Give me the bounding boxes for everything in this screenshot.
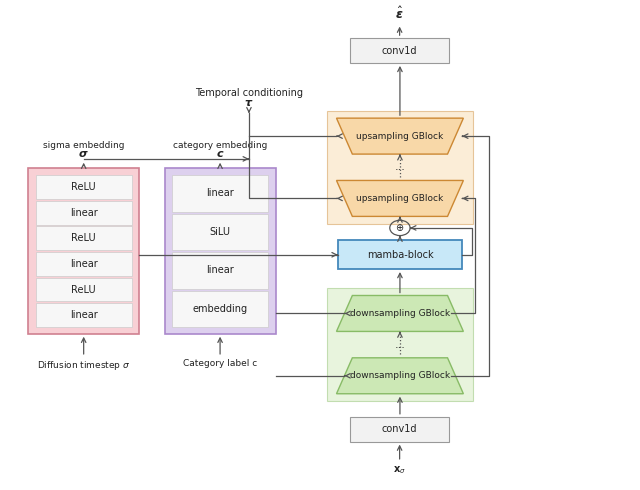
Text: upsampling GBlock: upsampling GBlock xyxy=(356,194,444,203)
Text: SiLU: SiLU xyxy=(209,227,230,237)
FancyBboxPatch shape xyxy=(28,169,139,334)
Text: ReLU: ReLU xyxy=(71,233,96,244)
FancyBboxPatch shape xyxy=(172,214,268,250)
Text: downsampling GBlock: downsampling GBlock xyxy=(350,371,450,380)
FancyBboxPatch shape xyxy=(36,278,132,301)
Text: downsampling GBlock: downsampling GBlock xyxy=(350,309,450,318)
Text: linear: linear xyxy=(70,208,97,218)
Polygon shape xyxy=(337,358,463,394)
FancyBboxPatch shape xyxy=(172,291,268,327)
Text: ReLU: ReLU xyxy=(71,182,96,192)
Text: Temporal conditioning: Temporal conditioning xyxy=(195,88,303,98)
Text: ...: ... xyxy=(394,162,405,172)
Text: $\oplus$: $\oplus$ xyxy=(396,222,404,233)
Text: upsampling GBlock: upsampling GBlock xyxy=(356,132,444,141)
Text: $\boldsymbol{c}$: $\boldsymbol{c}$ xyxy=(216,149,224,159)
Text: $\boldsymbol{\sigma}$: $\boldsymbol{\sigma}$ xyxy=(78,149,89,159)
FancyBboxPatch shape xyxy=(36,226,132,250)
Polygon shape xyxy=(337,118,463,154)
Text: ReLU: ReLU xyxy=(71,285,96,294)
FancyBboxPatch shape xyxy=(351,38,449,63)
FancyBboxPatch shape xyxy=(351,417,449,441)
Text: linear: linear xyxy=(70,259,97,269)
FancyBboxPatch shape xyxy=(164,169,276,334)
FancyBboxPatch shape xyxy=(338,241,462,269)
Text: Category label c: Category label c xyxy=(183,359,257,368)
Polygon shape xyxy=(337,295,463,331)
FancyBboxPatch shape xyxy=(172,252,268,289)
FancyBboxPatch shape xyxy=(327,288,473,401)
FancyBboxPatch shape xyxy=(36,201,132,224)
Polygon shape xyxy=(337,180,463,217)
Text: linear: linear xyxy=(206,266,234,275)
FancyBboxPatch shape xyxy=(327,111,473,223)
Text: sigma embedding: sigma embedding xyxy=(43,141,124,150)
Text: ...: ... xyxy=(394,340,405,350)
Text: mamba-block: mamba-block xyxy=(367,250,433,260)
Text: Diffusion timestep $\sigma$: Diffusion timestep $\sigma$ xyxy=(37,359,131,372)
Text: category embedding: category embedding xyxy=(173,141,268,150)
Text: conv1d: conv1d xyxy=(382,424,417,434)
FancyBboxPatch shape xyxy=(36,252,132,276)
Text: $\boldsymbol{\tau}$: $\boldsymbol{\tau}$ xyxy=(244,98,253,108)
Text: $\mathbf{x}_{\sigma}$: $\mathbf{x}_{\sigma}$ xyxy=(393,465,406,476)
Text: linear: linear xyxy=(70,310,97,320)
Text: conv1d: conv1d xyxy=(382,46,417,55)
Text: $\hat{\boldsymbol{\epsilon}}$: $\hat{\boldsymbol{\epsilon}}$ xyxy=(396,6,404,22)
Text: embedding: embedding xyxy=(193,304,248,314)
FancyBboxPatch shape xyxy=(36,303,132,327)
FancyBboxPatch shape xyxy=(36,175,132,199)
FancyBboxPatch shape xyxy=(172,175,268,212)
Text: linear: linear xyxy=(206,189,234,198)
